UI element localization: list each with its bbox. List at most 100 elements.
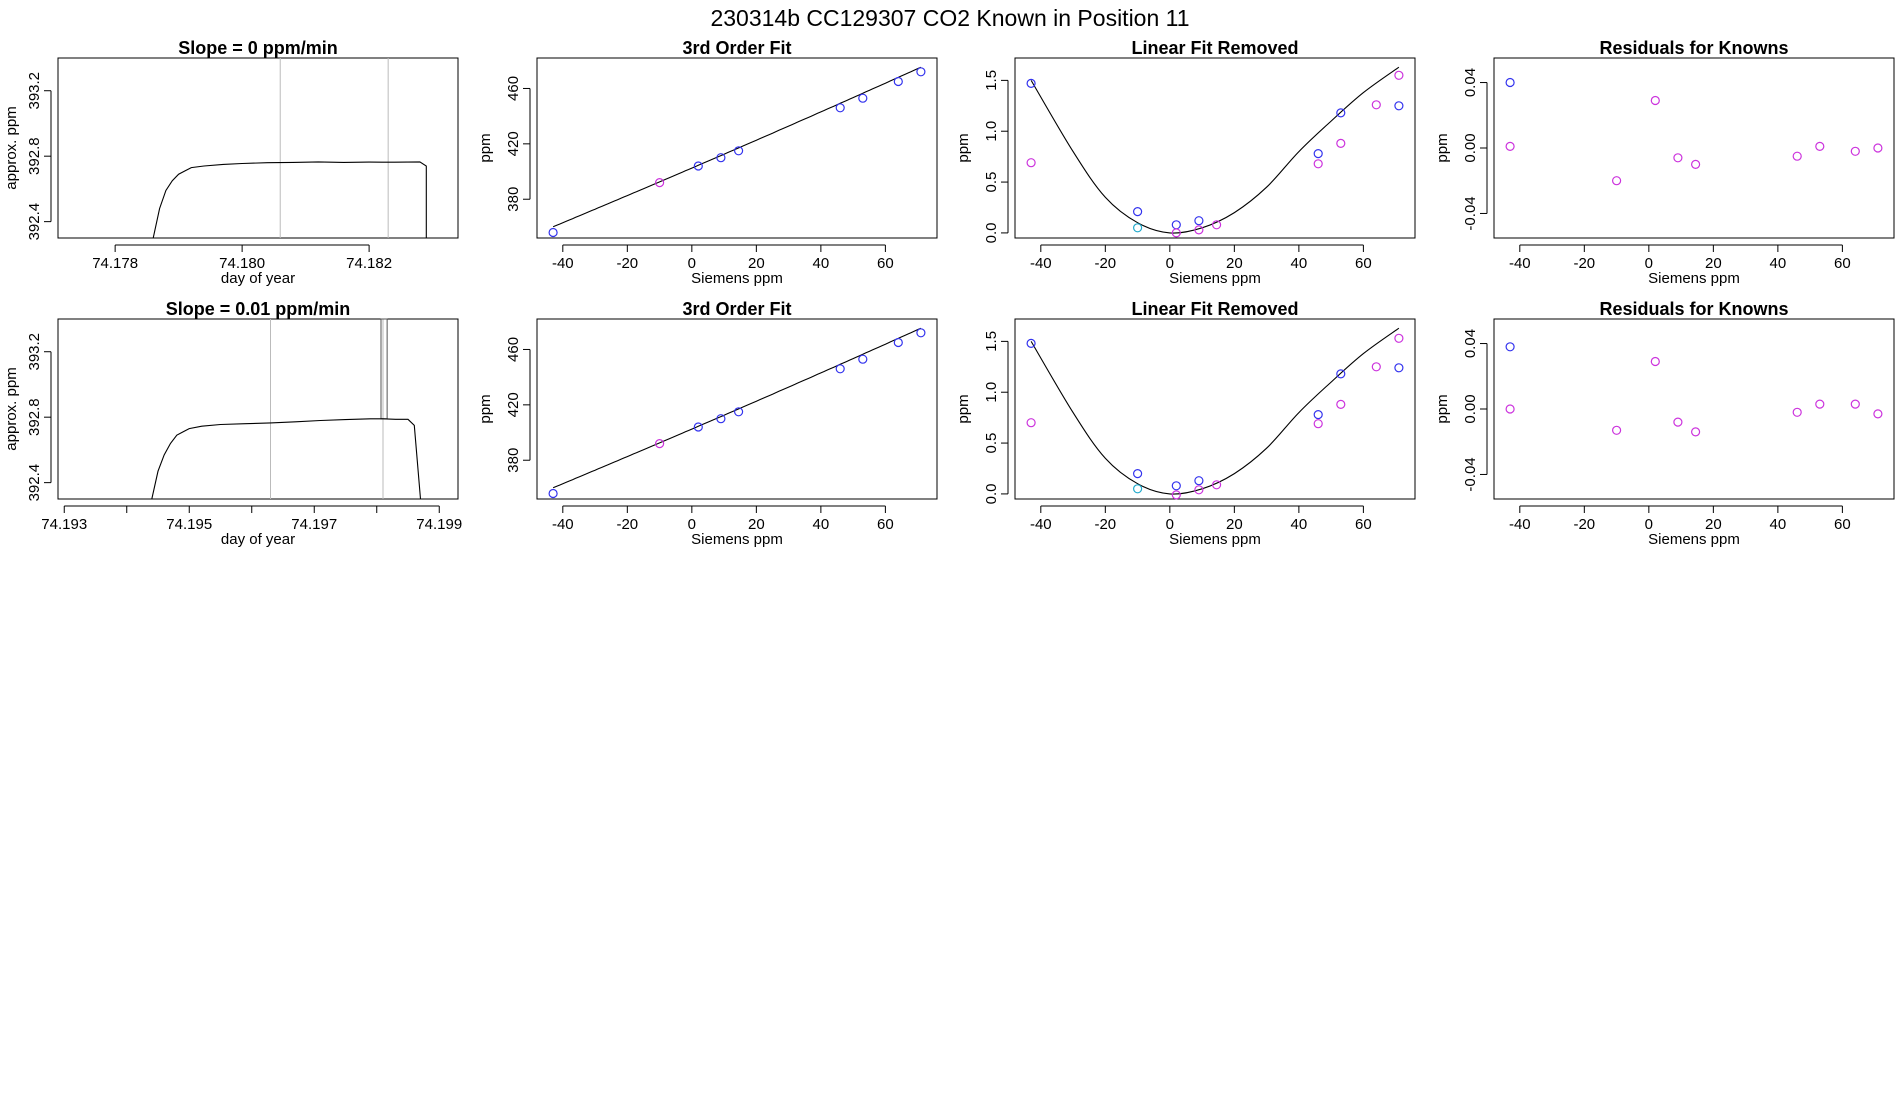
y-tick-label: 392.8 — [26, 398, 43, 436]
data-point — [1132, 484, 1143, 494]
data-point — [1132, 207, 1143, 217]
x-tick-label: -40 — [1030, 516, 1052, 533]
fit-curve — [552, 327, 922, 489]
y-axis-label: approx. ppm — [3, 106, 20, 189]
data-point — [1394, 70, 1404, 80]
data-point — [1313, 159, 1323, 169]
data-point — [1650, 356, 1660, 367]
panel-p2r2: 3rd Order Fit -40 -20 0 20 40 60 Siemens ppm 380… — [477, 299, 938, 548]
x-tick-label: 60 — [1355, 516, 1372, 533]
panel-title: Linear Fit Removed — [1131, 299, 1298, 319]
data-point — [1394, 333, 1404, 343]
plot-frame — [536, 57, 938, 239]
data-point — [1313, 149, 1323, 159]
data-point — [1171, 481, 1181, 491]
data-point — [835, 103, 845, 113]
y-tick-label: 1.0 — [983, 121, 1000, 142]
fit-curve — [1030, 66, 1400, 234]
data-point — [835, 364, 845, 374]
x-tick-label: -20 — [1573, 516, 1595, 533]
data-point — [1211, 480, 1222, 490]
x-axis-label: Siemens ppm — [1169, 270, 1261, 287]
y-axis-label: ppm — [955, 133, 972, 162]
x-tick-label: 60 — [877, 255, 894, 272]
x-tick-label: -20 — [1094, 255, 1116, 272]
data-point — [1792, 151, 1802, 161]
data-point — [1394, 363, 1404, 373]
data-point — [1194, 476, 1204, 486]
panel-title: Slope = 0.01 ppm/min — [166, 299, 351, 319]
x-tick-label: 74.197 — [291, 516, 337, 533]
y-tick-label: 393.2 — [26, 333, 43, 371]
plot-frame — [57, 57, 459, 239]
data-point — [654, 439, 665, 449]
x-tick-label: 20 — [1226, 255, 1243, 272]
data-point — [1336, 138, 1346, 148]
x-tick-label: 0 — [1645, 516, 1653, 533]
data-point — [893, 76, 903, 87]
data-point — [1371, 362, 1381, 372]
y-axis-label: ppm — [477, 133, 494, 162]
data-point — [1026, 418, 1036, 428]
data-point — [1394, 101, 1404, 111]
data-point — [1171, 228, 1181, 238]
x-tick-label: 60 — [877, 516, 894, 533]
data-point — [1194, 225, 1204, 235]
data-point — [1336, 108, 1346, 118]
panel-title: Residuals for Knowns — [1599, 299, 1788, 319]
data-point — [1211, 220, 1222, 230]
plot-frame — [1014, 318, 1416, 500]
y-axis-label: ppm — [1434, 394, 1451, 423]
data-point — [1650, 95, 1660, 106]
x-tick-label: 40 — [1770, 516, 1787, 533]
y-tick-label: -0.04 — [1462, 196, 1479, 230]
series-line — [151, 418, 422, 499]
panel-p4r2: Residuals for Knowns -40 -20 0 20 40 60 Siemens… — [1434, 299, 1895, 548]
data-point — [1690, 427, 1701, 437]
x-tick-label: -20 — [616, 255, 638, 272]
panel-title: Residuals for Knowns — [1599, 38, 1788, 58]
data-point — [1171, 490, 1181, 500]
x-tick-label: 40 — [1291, 516, 1308, 533]
data-point — [858, 354, 868, 364]
x-tick-label: 74.199 — [416, 516, 462, 533]
x-tick-label: -40 — [552, 255, 574, 272]
panel-title: Linear Fit Removed — [1131, 38, 1298, 58]
data-point — [1371, 100, 1381, 110]
x-tick-label: 40 — [1770, 255, 1787, 272]
data-point — [548, 227, 558, 238]
data-point — [1194, 216, 1204, 226]
x-tick-label: 0 — [688, 255, 696, 272]
y-tick-label: 420 — [505, 131, 522, 156]
data-point — [1611, 425, 1622, 435]
data-point — [1505, 77, 1515, 88]
y-tick-label: 1.5 — [983, 70, 1000, 91]
fit-curve — [552, 66, 922, 228]
x-tick-label: 74.195 — [166, 516, 212, 533]
data-point — [1690, 159, 1701, 169]
y-tick-label: 0.00 — [1462, 394, 1479, 423]
x-tick-label: -40 — [1030, 255, 1052, 272]
data-point — [733, 146, 744, 156]
y-tick-label: 1.0 — [983, 382, 1000, 403]
data-point — [1815, 399, 1825, 409]
y-tick-label: 0.5 — [983, 433, 1000, 454]
figure-title: 230314b CC129307 CO2 Known in Position 1… — [710, 5, 1189, 31]
data-point — [1673, 153, 1683, 163]
data-point — [716, 153, 726, 163]
x-tick-label: 20 — [1705, 516, 1722, 533]
data-point — [1792, 407, 1802, 417]
x-tick-label: 74.182 — [346, 255, 392, 272]
y-tick-label: 0.5 — [983, 172, 1000, 193]
data-point — [1850, 146, 1860, 156]
x-tick-label: 0 — [1166, 516, 1174, 533]
data-point — [1026, 338, 1036, 348]
x-tick-label: 0 — [1645, 255, 1653, 272]
data-point — [693, 161, 703, 171]
data-point — [654, 178, 665, 188]
plot-frame — [57, 318, 459, 500]
data-point — [1132, 223, 1143, 233]
data-point — [716, 414, 726, 424]
x-axis-label: Siemens ppm — [691, 531, 783, 548]
x-tick-label: -40 — [552, 516, 574, 533]
